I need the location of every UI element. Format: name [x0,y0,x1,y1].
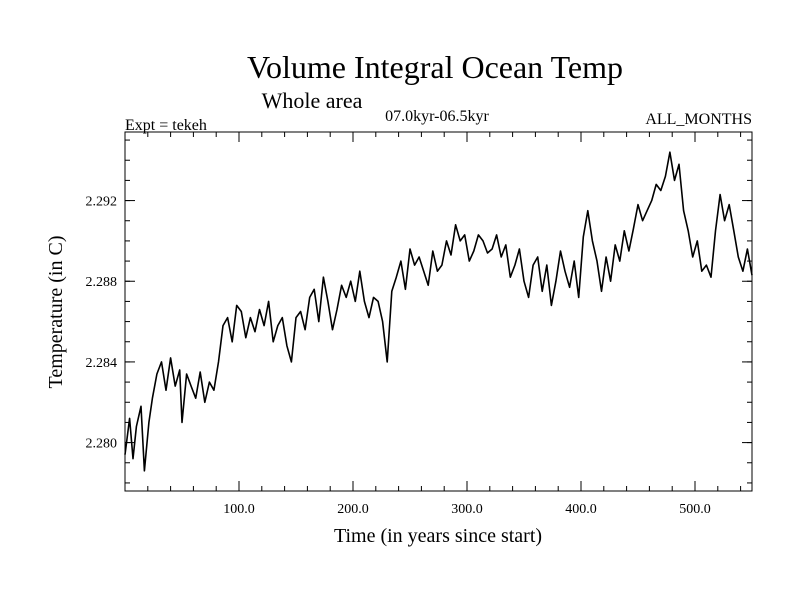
x-tick-label: 400.0 [565,502,597,517]
experiment-label: Expt = tekeh [125,117,207,134]
y-axis-label: Temperature (in C) [45,236,67,389]
temperature-series-line [124,151,753,472]
x-tick-label: 500.0 [679,502,711,517]
chart-title: Volume Integral Ocean Temp [247,49,623,85]
x-tick-label: 200.0 [337,502,369,517]
y-tick-label: 2.292 [86,195,118,210]
x-axis-label: Time (in years since start) [334,525,542,547]
season-label: ALL_MONTHS [645,111,752,128]
period-label: 07.0kyr-06.5kyr [385,108,489,125]
x-axis-tick-labels: 100.0 200.0 300.0 400.0 500.0 [223,502,711,517]
plot-area [124,131,753,492]
x-tick-label: 100.0 [223,502,255,517]
y-tick-label: 2.280 [86,437,118,452]
y-tick-label: 2.284 [86,356,118,371]
y-axis-tick-labels: 2.280 2.284 2.288 2.292 [86,195,118,452]
y-tick-label: 2.288 [86,275,118,290]
axis-ticks [125,132,752,491]
chart-subtitle: Whole area [262,88,363,113]
x-tick-label: 300.0 [451,502,483,517]
